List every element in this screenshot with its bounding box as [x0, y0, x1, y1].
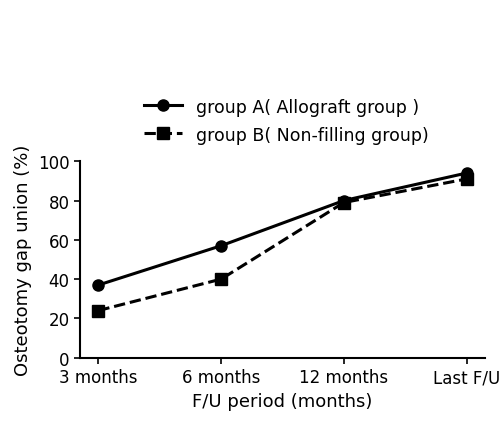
group A( Allograft group )	[218, 244, 224, 249]
Line: group B( Non-filling group): group B( Non-filling group)	[93, 174, 472, 317]
group A( Allograft group )	[341, 199, 347, 204]
group B( Non-filling group)	[341, 201, 347, 206]
group B( Non-filling group)	[218, 277, 224, 282]
Line: group A( Allograft group ): group A( Allograft group )	[93, 168, 472, 291]
group B( Non-filling group)	[464, 177, 469, 182]
group B( Non-filling group)	[96, 308, 102, 314]
group A( Allograft group )	[464, 171, 469, 176]
Legend: group A( Allograft group ), group B( Non-filling group): group A( Allograft group ), group B( Non…	[138, 92, 436, 151]
Y-axis label: Osteotomy gap union (%): Osteotomy gap union (%)	[14, 144, 32, 375]
group A( Allograft group )	[96, 283, 102, 288]
X-axis label: F/U period (months): F/U period (months)	[192, 392, 372, 410]
